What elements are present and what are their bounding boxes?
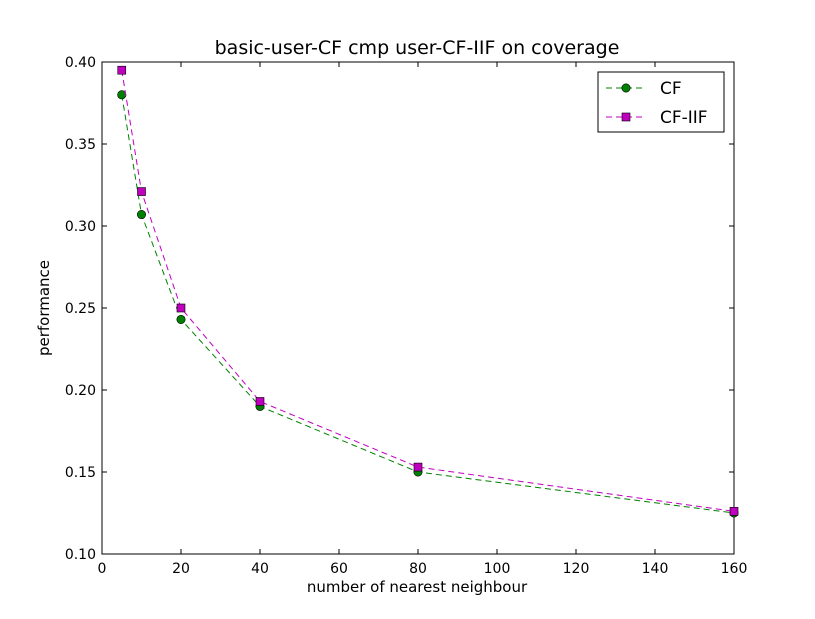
legend-entry-1: CF bbox=[606, 79, 682, 99]
y-tick-label: 0.20 bbox=[65, 383, 96, 399]
x-tick-label: 120 bbox=[563, 561, 590, 577]
y-tick-label: 0.30 bbox=[65, 219, 96, 235]
legend-marker bbox=[621, 112, 631, 122]
series-line bbox=[121, 70, 735, 512]
legend-marker bbox=[621, 83, 631, 93]
y-axis-label: performance bbox=[35, 260, 53, 356]
x-tick-label: 40 bbox=[251, 561, 269, 577]
plot-frame bbox=[101, 61, 735, 555]
x-tick-label: 80 bbox=[409, 561, 427, 577]
x-tick-label: 140 bbox=[642, 561, 669, 577]
chart-title: basic-user-CF cmp user-CF-IIF on coverag… bbox=[215, 37, 620, 59]
data-point bbox=[137, 210, 147, 220]
axis-ticks: 0 20 40 60 80 100 120 140 160 0.10 0.15 0.20 0.25 0.3… bbox=[65, 55, 748, 577]
data-point bbox=[255, 397, 265, 406]
x-tick-label: 100 bbox=[484, 561, 511, 577]
legend-label: CF-IIF bbox=[660, 108, 708, 128]
series-2 bbox=[117, 65, 739, 516]
y-tick-label: 0.35 bbox=[65, 137, 96, 153]
y-tick-label: 0.10 bbox=[65, 547, 96, 563]
legend-label: CF bbox=[660, 79, 682, 99]
data-point bbox=[117, 65, 127, 75]
y-tick-label: 0.15 bbox=[65, 465, 96, 481]
y-tick-label: 0.40 bbox=[65, 55, 96, 71]
legend-entry-2: CF-IIF bbox=[606, 108, 708, 128]
x-tick-label: 0 bbox=[98, 561, 107, 577]
y-tick-label: 0.25 bbox=[65, 301, 96, 317]
data-point bbox=[117, 90, 127, 100]
data-point bbox=[176, 303, 186, 313]
data-point bbox=[413, 462, 423, 472]
x-tick-label: 20 bbox=[172, 561, 190, 577]
plot-area bbox=[101, 61, 735, 555]
x-tick-label: 160 bbox=[721, 561, 748, 577]
legend: CF CF-IIF bbox=[597, 71, 725, 133]
legend-box bbox=[597, 71, 725, 133]
data-point bbox=[729, 507, 739, 516]
data-point bbox=[176, 314, 186, 324]
x-axis-label: number of nearest neighbour bbox=[307, 578, 528, 596]
x-tick-label: 60 bbox=[330, 561, 348, 577]
series-layer bbox=[117, 65, 739, 518]
data-point bbox=[137, 187, 146, 196]
